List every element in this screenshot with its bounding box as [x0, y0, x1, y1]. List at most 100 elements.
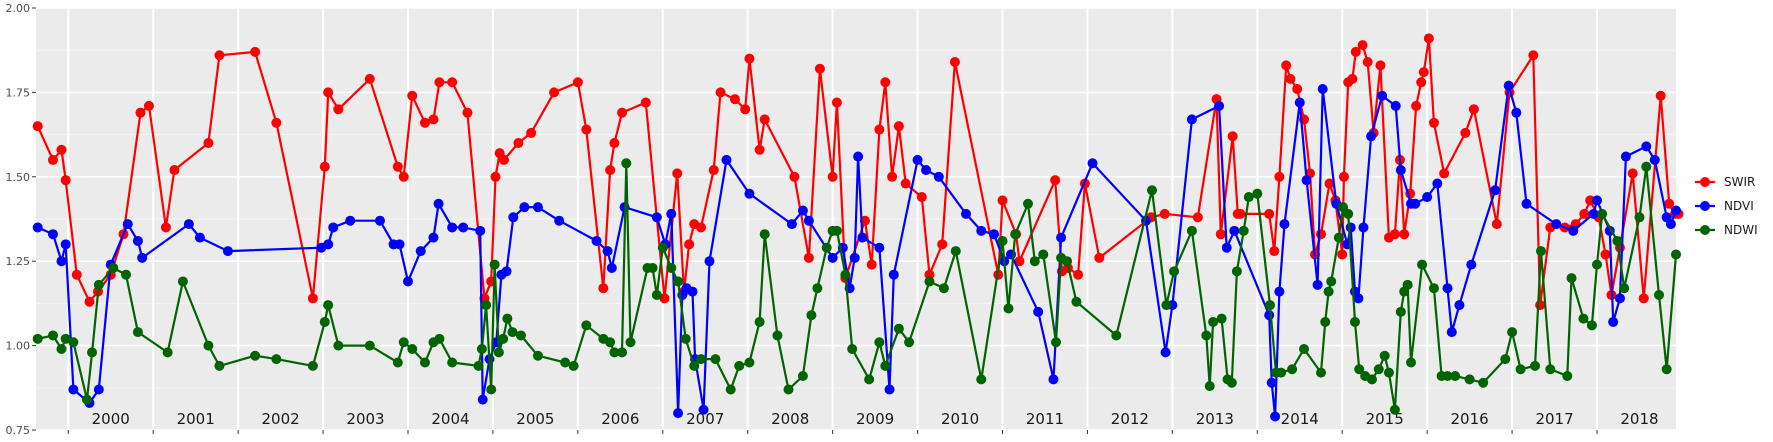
ndwi-point [647, 262, 658, 273]
legend-label-swir: SWIR [1724, 175, 1755, 189]
swir-point [1664, 198, 1675, 209]
ndwi-point [1641, 161, 1652, 172]
ndwi-point [1578, 313, 1589, 324]
y-axis: 0.75 1.00 1.25 1.50 1.75 2.00 [6, 2, 36, 437]
swir-point [71, 269, 82, 280]
swir-point [135, 107, 146, 118]
ndwi-point [797, 370, 808, 381]
ndwi-point [32, 333, 43, 344]
swir-point [1285, 73, 1296, 84]
ndvi-point [853, 151, 864, 162]
ndwi-point [68, 337, 79, 348]
ndvi-point [933, 171, 944, 182]
ndvi-point [508, 212, 519, 223]
ndwi-point [904, 337, 915, 348]
ndvi-point [673, 408, 684, 419]
ndwi-point [1671, 249, 1681, 260]
swir-point [1600, 249, 1611, 260]
ndwi-point [1252, 188, 1263, 199]
swir-point [1491, 219, 1502, 230]
ndvi-point [884, 384, 895, 395]
swir-point [715, 87, 726, 98]
year-label: 2012 [1111, 410, 1149, 428]
ndvi-point [960, 208, 971, 219]
ndwi-point [689, 360, 700, 371]
ndwi-point [1442, 370, 1453, 381]
ndvi-point [477, 394, 488, 405]
ndwi-point [447, 357, 458, 368]
ndvi-point [1358, 222, 1369, 233]
swir-point [271, 117, 282, 128]
ndwi-point [997, 235, 1008, 246]
swir-point [203, 138, 214, 149]
swir-point [1460, 127, 1471, 138]
ndvi-point [1264, 310, 1275, 321]
swir-point [949, 57, 960, 68]
ndwi-point [177, 276, 188, 287]
swir-point [1337, 249, 1348, 260]
swir-point [1281, 60, 1292, 71]
ndvi-point [1551, 219, 1562, 230]
year-label: 2011 [1026, 410, 1064, 428]
swir-point [1274, 171, 1285, 182]
ndwi-point [481, 300, 492, 311]
ndvi-point [394, 239, 405, 250]
legend-key-point [1700, 201, 1710, 211]
ndvi-point [827, 252, 838, 263]
y-tick-label: 0.75 [6, 424, 31, 437]
ndwi-point [710, 354, 721, 365]
swir-point [307, 293, 318, 304]
ndwi-point [392, 357, 403, 368]
ndwi-point [81, 394, 92, 405]
year-label: 2018 [1620, 410, 1658, 428]
ndvi-point [1608, 316, 1619, 327]
ndwi-point [1597, 208, 1608, 219]
ndvi-point [1442, 283, 1453, 294]
swir-point [143, 100, 154, 111]
ndwi-point [1201, 330, 1212, 341]
swir-point [708, 165, 719, 176]
ndwi-point [473, 360, 484, 371]
ndwi-point [1586, 320, 1597, 331]
ndwi-point [1634, 212, 1645, 223]
ndwi-point [60, 333, 71, 344]
ndvi-point [447, 222, 458, 233]
ndvi-point [1503, 80, 1514, 91]
ndwi-point [93, 279, 104, 290]
swir-point [1389, 229, 1400, 240]
ndwi-point [108, 262, 119, 273]
ndwi-point [56, 343, 67, 354]
year-label: 2017 [1535, 410, 1573, 428]
ndvi-point [433, 198, 444, 209]
swir-point [1535, 300, 1546, 311]
ndwi-point [725, 384, 736, 395]
swir-point [364, 73, 375, 84]
ndvi-point [786, 219, 797, 230]
ndwi-point [880, 360, 891, 371]
ndvi-point [744, 188, 755, 199]
ndvi-point [1466, 259, 1477, 270]
ndwi-point [434, 333, 445, 344]
ndwi-point [1333, 232, 1344, 243]
ndvi-point [1671, 205, 1681, 216]
series-swir [32, 33, 1684, 311]
year-label: 2004 [431, 410, 469, 428]
y-tick-label: 1.25 [6, 255, 31, 268]
ndwi-point [1186, 225, 1197, 236]
swir-point [617, 107, 628, 118]
ndwi-point [364, 340, 375, 351]
swir-point [754, 144, 765, 155]
ndwi-point [333, 340, 344, 351]
ndwi-point [605, 337, 616, 348]
ndwi-point [476, 343, 487, 354]
x-axis [67, 430, 1598, 434]
ndvi-point [1056, 232, 1067, 243]
ndvi-point [1377, 90, 1388, 101]
ndwi-point [1343, 208, 1354, 219]
ndwi-point [1612, 235, 1623, 246]
swir-point [513, 138, 524, 149]
swir-point [1315, 229, 1326, 240]
swir-point [47, 154, 58, 165]
ndvi-point [532, 202, 543, 213]
